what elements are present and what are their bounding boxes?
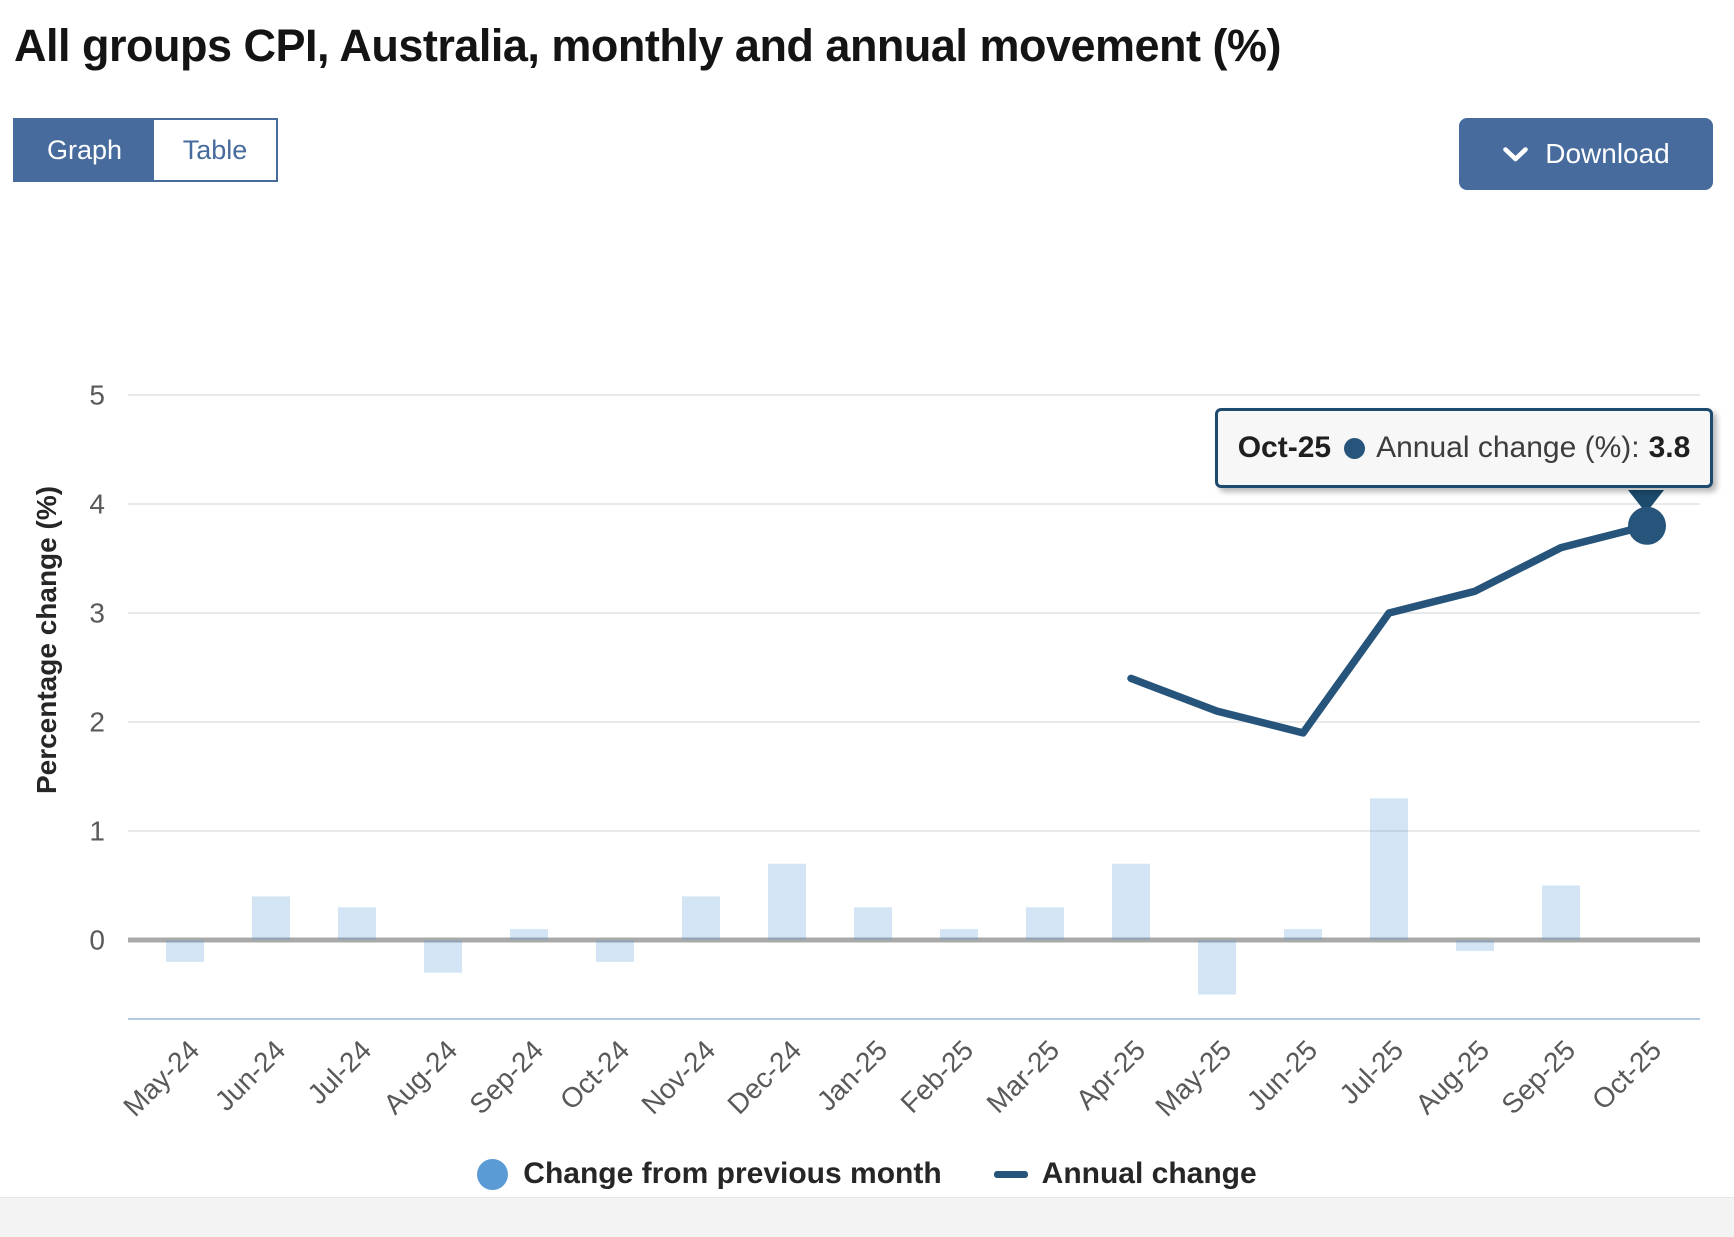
highlighted-data-point[interactable]	[1628, 506, 1666, 545]
y-axis-title: Percentage change (%)	[31, 486, 62, 794]
x-tick-label: Jun-25	[1241, 1034, 1323, 1116]
x-tick-label: Aug-24	[377, 1034, 463, 1120]
x-tick-label: Dec-24	[721, 1034, 807, 1120]
series-dot-icon	[1344, 437, 1366, 459]
tab-graph[interactable]: Graph	[15, 120, 154, 180]
x-tick-label: Feb-25	[895, 1034, 980, 1119]
tab-table[interactable]: Table	[154, 120, 276, 180]
monthly-change-bar[interactable]	[1542, 885, 1580, 941]
monthly-change-bar[interactable]	[1284, 929, 1322, 940]
y-tick-label: 4	[89, 489, 105, 520]
x-tick-label: Jul-24	[301, 1034, 377, 1110]
monthly-change-bar[interactable]	[252, 896, 290, 940]
x-tick-label: Mar-25	[981, 1034, 1066, 1119]
monthly-change-bar[interactable]	[768, 863, 806, 940]
page-title: All groups CPI, Australia, monthly and a…	[14, 20, 1282, 71]
legend-label-annual: Annual change	[1041, 1157, 1257, 1190]
tooltip-caret	[1628, 490, 1664, 513]
x-tick-label: Jul-25	[1333, 1034, 1409, 1110]
download-label: Download	[1545, 138, 1670, 169]
monthly-change-bar[interactable]	[682, 896, 720, 940]
monthly-change-bar[interactable]	[424, 940, 462, 973]
monthly-change-bar[interactable]	[1456, 940, 1494, 951]
y-tick-label: 3	[89, 598, 105, 629]
tooltip-series-label: Annual change (%):	[1376, 431, 1640, 464]
monthly-change-bar[interactable]	[338, 907, 376, 940]
x-tick-label: Aug-25	[1409, 1034, 1495, 1120]
tooltip-category: Oct-25	[1237, 431, 1332, 464]
monthly-change-bar[interactable]	[854, 907, 892, 940]
monthly-change-bar[interactable]	[596, 940, 634, 962]
x-tick-label: May-24	[117, 1034, 205, 1122]
y-tick-label: 2	[89, 707, 105, 738]
x-tick-label: Jan-25	[811, 1034, 893, 1116]
bar-series-icon	[477, 1158, 509, 1190]
x-tick-label: Sep-24	[463, 1034, 549, 1120]
monthly-change-bar[interactable]	[1026, 907, 1064, 940]
monthly-change-bar[interactable]	[1370, 798, 1408, 940]
x-tick-label: Nov-24	[635, 1034, 721, 1120]
monthly-change-bar[interactable]	[1112, 863, 1150, 940]
monthly-change-bar[interactable]	[940, 929, 978, 940]
monthly-change-bar[interactable]	[510, 929, 548, 940]
x-tick-label: Sep-25	[1495, 1034, 1581, 1120]
y-tick-label: 0	[89, 925, 105, 956]
tooltip-value: 3.8	[1648, 431, 1691, 464]
tooltip: Oct-25 Annual change (%): 3.8	[1215, 408, 1713, 488]
x-tick-label: Oct-25	[1586, 1034, 1667, 1115]
y-tick-label: 1	[89, 816, 105, 847]
monthly-change-bar[interactable]	[166, 940, 204, 962]
graph-table-toggle: Graph Table	[13, 118, 278, 182]
download-button[interactable]: Download	[1459, 118, 1713, 190]
y-tick-label: 5	[89, 380, 105, 411]
x-tick-label: Apr-25	[1070, 1034, 1151, 1115]
chevron-down-icon	[1502, 146, 1529, 163]
x-tick-label: Jun-24	[209, 1034, 291, 1116]
legend-item-monthly[interactable]: Change from previous month	[477, 1157, 942, 1191]
x-tick-label: Oct-24	[554, 1034, 635, 1115]
chart-legend: Change from previous month Annual change	[0, 1146, 1734, 1202]
legend-label-monthly: Change from previous month	[523, 1157, 942, 1190]
monthly-change-bar[interactable]	[1198, 940, 1236, 995]
annual-change-line[interactable]	[1127, 522, 1651, 737]
x-tick-label: May-25	[1149, 1034, 1237, 1122]
line-series-icon	[993, 1170, 1028, 1178]
legend-item-annual[interactable]: Annual change	[993, 1157, 1257, 1191]
footer-band	[0, 1197, 1734, 1237]
